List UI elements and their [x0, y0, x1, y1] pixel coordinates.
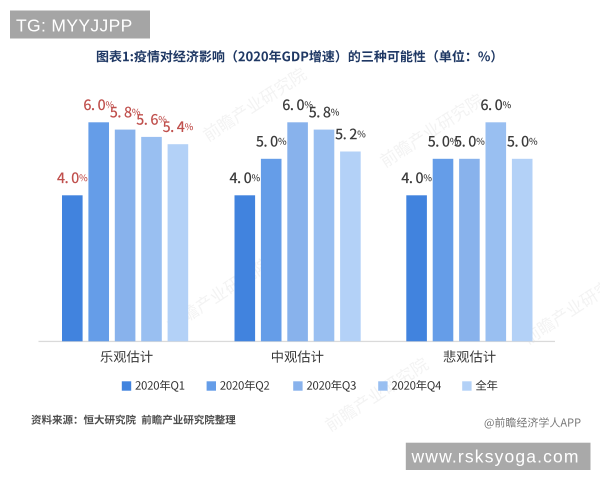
svg-text:TG: MYYJJPP: TG: MYYJJPP: [16, 15, 133, 35]
svg-text:www.rsksyoga.com: www.rsksyoga.com: [411, 447, 580, 467]
